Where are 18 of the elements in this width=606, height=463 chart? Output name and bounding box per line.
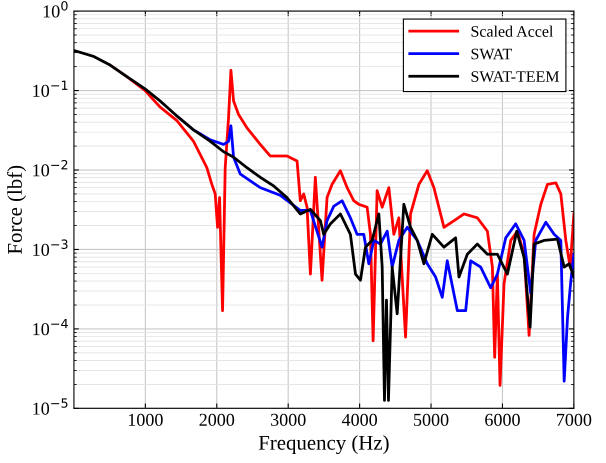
y-tick-label: 10$^{−1}$ — [33, 80, 68, 97]
legend-label: Scaled Accel — [472, 26, 554, 37]
y-axis-title: Force (lbf) — [7, 166, 26, 254]
x-tick-label: 6000 — [485, 414, 520, 426]
legend-label: SWAT-TEEM — [472, 71, 560, 82]
y-tick-label: 10$^{−5}$ — [33, 398, 68, 415]
y-tick-label: 10$^{−4}$ — [33, 318, 68, 336]
y-tick-label: 10$^{0}$ — [44, 1, 68, 18]
y-tick-label: 10$^{−2}$ — [33, 160, 68, 176]
y-tick-label: 10$^{−3}$ — [33, 239, 68, 256]
x-tick-label: 3000 — [271, 414, 306, 426]
x-tick-label: 4000 — [342, 414, 377, 426]
x-tick-label: 1000 — [128, 414, 163, 426]
x-axis-title: Frequency (Hz) — [258, 435, 389, 454]
x-tick-label: 7000 — [557, 414, 592, 426]
x-tick-label: 5000 — [414, 414, 448, 426]
legend-label: SWAT — [472, 48, 512, 60]
x-tick-label: 2000 — [200, 414, 234, 426]
